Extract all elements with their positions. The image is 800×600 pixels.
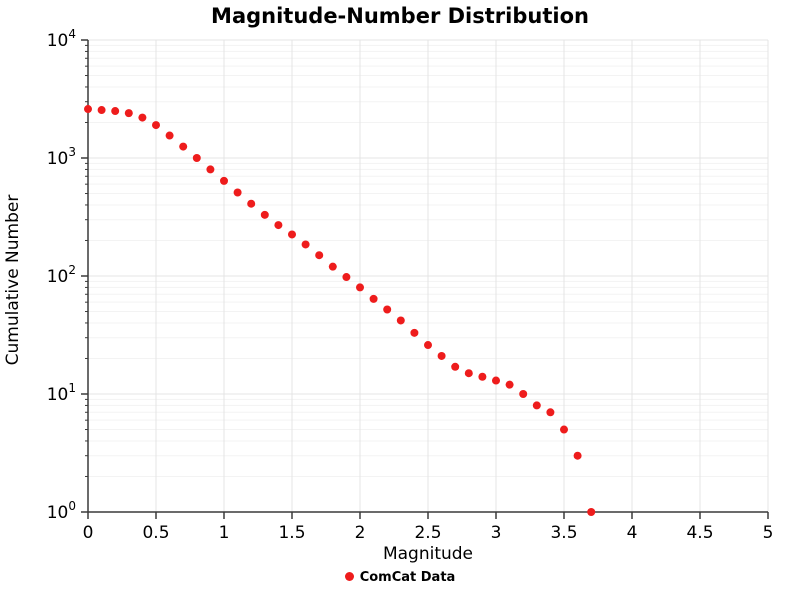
y-tick-label: 101	[47, 381, 76, 405]
data-point	[233, 188, 242, 197]
legend: ComCat Data	[0, 570, 800, 585]
data-point	[356, 283, 364, 292]
x-axis-label: Magnitude	[382, 544, 474, 564]
x-tick-label: 0.5	[142, 523, 169, 543]
y-tick-label: 100	[47, 499, 76, 523]
data-point	[573, 451, 582, 460]
x-tick-label: 5	[763, 523, 774, 543]
data-point	[138, 113, 147, 122]
data-point	[492, 376, 500, 385]
data-point	[152, 121, 160, 130]
y-tick-label: 103	[47, 145, 76, 169]
data-point	[165, 131, 174, 140]
data-point	[532, 401, 541, 410]
x-tick-label: 2	[355, 523, 366, 543]
data-point	[383, 305, 392, 314]
data-point	[220, 176, 228, 185]
data-point	[206, 165, 215, 174]
data-point	[396, 316, 405, 325]
data-point	[342, 273, 351, 282]
data-point	[247, 199, 256, 208]
data-point	[288, 230, 296, 239]
data-point	[519, 390, 528, 398]
data-point	[301, 240, 310, 249]
data-point	[97, 106, 106, 115]
data-point	[587, 508, 596, 516]
data-point	[274, 221, 283, 230]
data-point	[124, 109, 133, 118]
data-point	[437, 351, 446, 360]
y-axis-label: Cumulative Number	[3, 194, 23, 366]
data-point	[179, 142, 188, 151]
data-point	[192, 154, 201, 162]
x-tick-label: 3	[491, 523, 502, 543]
data-point	[260, 210, 269, 219]
x-tick-label: 0	[83, 523, 94, 543]
x-tick-label: 3.5	[550, 523, 577, 543]
data-point	[315, 251, 324, 260]
data-point	[560, 425, 568, 434]
x-tick-label: 4	[627, 523, 638, 543]
data-point	[369, 294, 378, 303]
data-point	[410, 328, 419, 337]
y-tick-label: 104	[47, 27, 76, 51]
x-tick-label: 2.5	[414, 523, 441, 543]
data-point	[328, 262, 337, 271]
data-point	[424, 341, 432, 350]
y-tick-label: 102	[47, 263, 76, 287]
x-tick-label: 4.5	[686, 523, 713, 543]
data-point	[464, 369, 473, 378]
chart-title: Magnitude-Number Distribution	[211, 4, 589, 28]
legend-marker-icon	[344, 572, 354, 581]
data-point	[505, 380, 514, 389]
data-point	[546, 408, 555, 417]
data-point	[111, 107, 120, 116]
data-point	[451, 362, 460, 371]
legend-label: ComCat Data	[359, 570, 456, 585]
data-point	[84, 105, 92, 114]
x-tick-label: 1	[219, 523, 230, 543]
data-point	[478, 372, 487, 381]
x-tick-label: 1.5	[278, 523, 305, 543]
